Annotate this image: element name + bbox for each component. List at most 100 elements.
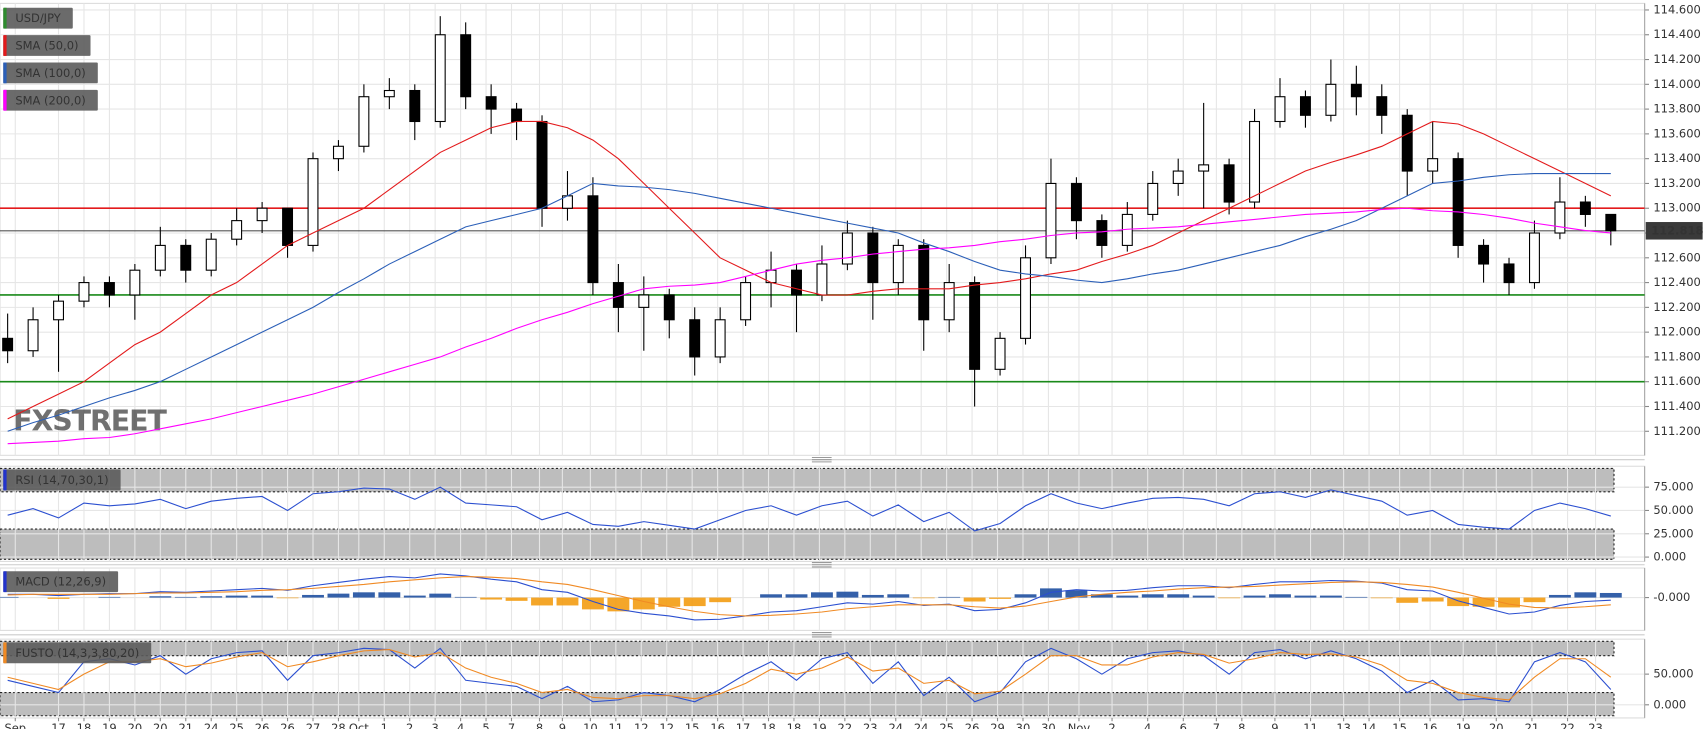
legend-swatch — [3, 62, 7, 84]
y-tick-label: 111.200 — [1653, 424, 1700, 438]
panel: 111.200 111.400 111.600 111.800 112.000 112.2… — [0, 2, 1703, 456]
histogram-bar — [1192, 595, 1215, 598]
y-tick-label: 113.000 — [1653, 201, 1700, 215]
histogram-bar — [1116, 595, 1139, 598]
x-tick-label: Sep — [4, 721, 26, 729]
y-tick-label: -0.000 — [1653, 590, 1690, 604]
histogram-bar — [480, 597, 503, 600]
histogram-bar — [581, 597, 604, 610]
histogram-bar — [1269, 594, 1291, 598]
histogram-bar — [149, 596, 172, 598]
candle-body — [943, 282, 955, 321]
histogram-bar — [0, 596, 19, 598]
x-tick-label: 20 — [153, 721, 168, 729]
y-tick-label: 50.000 — [1653, 667, 1693, 681]
candle-body — [1350, 83, 1362, 98]
histogram-bar — [225, 595, 248, 598]
legend-swatch — [3, 571, 7, 593]
legend-label: MACD (12,26,9) — [15, 575, 106, 589]
candle-body — [740, 282, 752, 321]
histogram-bar — [887, 594, 910, 598]
histogram-bar — [1574, 592, 1597, 598]
candle-body — [994, 337, 1006, 370]
candle-body — [358, 96, 370, 147]
candle-body — [918, 244, 930, 321]
x-tick-label: 21 — [1525, 721, 1540, 729]
candle-body — [867, 232, 879, 284]
indicator-line — [7, 648, 1612, 701]
candle-body — [2, 337, 14, 352]
legend-swatch — [3, 469, 7, 491]
candle-body — [1274, 96, 1286, 123]
watermark: FXSTREET — [13, 404, 167, 437]
x-tick-label: 11 — [1303, 721, 1318, 729]
legend-box — [3, 89, 98, 111]
histogram-bar — [429, 593, 452, 598]
y-tick-label: 114.600 — [1653, 2, 1700, 16]
candle-body — [1452, 158, 1464, 246]
overbought-band — [0, 640, 1615, 657]
x-tick-label: 10 — [583, 721, 598, 729]
candle-body — [892, 244, 904, 284]
indicator-line — [7, 647, 1612, 703]
x-tick-label: 20 — [128, 721, 143, 729]
y-tick-label: 113.400 — [1653, 151, 1700, 165]
y-tick-label: 113.200 — [1653, 176, 1700, 190]
candle-body — [1045, 182, 1057, 259]
legend-label: RSI (14,70,30,1) — [15, 473, 108, 487]
histogram-bar — [1599, 592, 1622, 598]
histogram-bar — [454, 596, 477, 598]
y-tick-label: 0.000 — [1653, 550, 1686, 564]
y-tick-label: 111.600 — [1653, 374, 1700, 388]
panel: -0.000 MACD (12,26,9) — [0, 567, 1690, 631]
legend-box — [3, 469, 121, 491]
candle-body — [1579, 201, 1591, 215]
x-tick-label: Nov — [1068, 721, 1091, 729]
x-tick-label: 30 — [1016, 721, 1031, 729]
candle-body — [1503, 263, 1515, 284]
candle-body — [1401, 114, 1413, 172]
histogram-bar — [1065, 590, 1088, 598]
candle-body — [409, 89, 421, 123]
candle-body — [103, 282, 115, 296]
candle-body — [841, 232, 853, 265]
histogram-bar — [1447, 597, 1470, 607]
histogram-bar — [531, 597, 553, 606]
x-tick-label: 27 — [306, 721, 321, 729]
y-tick-label: 112.400 — [1653, 275, 1700, 289]
candle-body — [1605, 213, 1617, 232]
histogram-bar — [200, 596, 223, 598]
x-tick-label: 30 — [1041, 721, 1056, 729]
indicator-line — [7, 573, 1611, 621]
x-tick-label: 14 — [1362, 721, 1377, 729]
candle-body — [714, 319, 726, 358]
x-tick-label: 29 — [990, 721, 1005, 729]
indicator-line — [7, 173, 1611, 432]
histogram-bar — [811, 592, 833, 598]
histogram-bar — [1523, 597, 1546, 603]
candle-body — [1554, 201, 1566, 234]
candle-body — [1147, 182, 1159, 215]
histogram-bar — [98, 596, 121, 598]
candle-body — [53, 300, 64, 321]
x-tick-label: 4 — [1144, 721, 1151, 729]
candle-body — [1223, 164, 1235, 203]
histogram-bar — [1090, 594, 1113, 598]
legend-swatch — [3, 7, 7, 29]
x-tick-label: 22 — [1560, 721, 1575, 729]
histogram-bar — [658, 597, 681, 607]
candle-body — [1172, 170, 1184, 184]
candle-body — [1528, 232, 1540, 284]
histogram-bar — [505, 597, 528, 601]
x-tick-label: 21 — [178, 721, 193, 729]
legend-label: FUSTO (14,3,3,80,20) — [15, 646, 139, 660]
legend-swatch — [3, 642, 7, 664]
histogram-bar — [683, 597, 706, 607]
separators — [0, 456, 1645, 638]
candle-body — [27, 319, 39, 352]
legend-label: SMA (100,0) — [15, 66, 85, 80]
candle-body — [1096, 220, 1108, 246]
x-tick-label: 16 — [1423, 721, 1438, 729]
indicator-line — [7, 486, 1611, 532]
histogram-bar — [709, 597, 732, 603]
